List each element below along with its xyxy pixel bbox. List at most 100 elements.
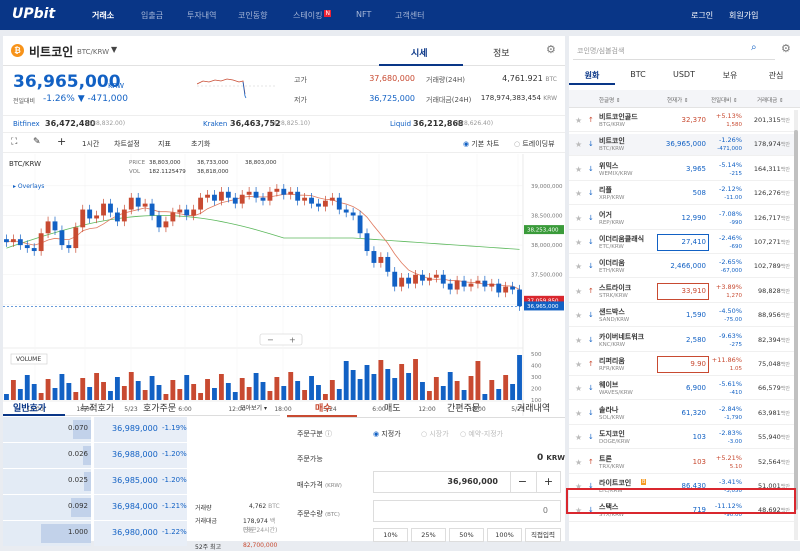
- indicator-button[interactable]: 지표: [158, 140, 171, 148]
- pct-100-button[interactable]: 100%: [487, 528, 522, 542]
- gear-icon[interactable]: ⚙: [546, 43, 556, 56]
- gear-icon[interactable]: ⚙: [781, 42, 791, 55]
- tab-buy[interactable]: 매수: [315, 404, 332, 414]
- star-icon[interactable]: ★: [575, 335, 583, 345]
- star-icon[interactable]: ★: [575, 140, 583, 150]
- tab-quote-order[interactable]: 호가주문: [143, 404, 177, 414]
- star-icon[interactable]: ★: [575, 457, 583, 467]
- signup-link[interactable]: 회원가입: [729, 11, 759, 20]
- star-icon[interactable]: ★: [575, 408, 583, 418]
- col-price[interactable]: 현재가 ⇕: [667, 98, 689, 104]
- tab-krw[interactable]: 원화: [584, 71, 600, 80]
- exchange-liquid[interactable]: Liquid: [390, 120, 412, 128]
- nav-staking[interactable]: 스테이킹 N: [293, 10, 331, 20]
- coin-row[interactable]: ★ ↑ 트론 TRX/KRW 103 +5.21% 5.10 52,564백만: [569, 452, 794, 474]
- coin-row[interactable]: ★ ↓ 카이버네트워크 KNC/KRW 2,580 -9.63% -275 82,394백만: [569, 330, 794, 352]
- star-icon[interactable]: ★: [575, 311, 583, 321]
- star-icon[interactable]: ★: [575, 164, 583, 174]
- coin-row[interactable]: ★ ↓ 이더리움클래식 ETC/KRW 27,410 -2.46% -690 107,271백…: [569, 232, 794, 254]
- tab-info[interactable]: 정보: [493, 49, 510, 59]
- limit-radio[interactable]: ◉ 지정가: [373, 430, 401, 438]
- star-icon[interactable]: ★: [575, 262, 583, 272]
- pct-10-button[interactable]: 10%: [373, 528, 408, 542]
- nav-investments[interactable]: 투자내역: [187, 11, 217, 20]
- star-icon[interactable]: ★: [575, 286, 583, 296]
- tab-normal-quote[interactable]: 일반호가: [13, 404, 47, 414]
- exchange-kraken[interactable]: Kraken: [203, 120, 228, 128]
- buy-price-input[interactable]: 36,960,000 − +: [373, 471, 561, 493]
- zoom-control[interactable]: [259, 333, 303, 346]
- tab-simple-order[interactable]: 간편주문: [447, 404, 481, 414]
- custom-input-button[interactable]: 직접입력: [525, 528, 561, 542]
- tab-holdings[interactable]: 보유: [722, 71, 738, 80]
- interval-select[interactable]: 1시간: [82, 140, 100, 148]
- orderbook-row[interactable]: 0.070 36,989,000 -1.19%: [3, 417, 280, 442]
- star-icon[interactable]: ★: [575, 238, 583, 247]
- coin-row[interactable]: ★ ↓ 위믹스 WEMIX/KRW 3,965 -5.14% -215 164,311백만: [569, 159, 794, 181]
- chevron-down-icon[interactable]: ▼: [111, 45, 118, 54]
- fullscreen-icon[interactable]: ⛶: [11, 137, 18, 147]
- overlays-toggle[interactable]: ▸ Overlays: [13, 183, 44, 190]
- tab-sell[interactable]: 매도: [384, 404, 401, 414]
- star-icon[interactable]: ★: [575, 213, 583, 223]
- coin-row[interactable]: ★ ↓ 라이트코인 B LTC/KRW 86,430 -3.41% -3,050 51,001…: [569, 476, 794, 498]
- star-icon[interactable]: ★: [575, 189, 583, 199]
- coin-row[interactable]: ★ ↑ 스트라이크 STRK/KRW 33,910 +3.89% 1,270 98,828백만: [569, 281, 794, 303]
- nav-coin-trends[interactable]: 코인동향: [238, 11, 268, 20]
- tab-history[interactable]: 거래내역: [517, 404, 551, 414]
- col-name[interactable]: 한글명 ⇕: [599, 98, 621, 104]
- market-radio[interactable]: ○ 시장가: [421, 430, 449, 438]
- orderbook-row[interactable]: 0.025 36,985,000 -1.20%: [3, 469, 280, 494]
- nav-nft[interactable]: NFT: [356, 10, 372, 19]
- nav-support[interactable]: 고객센터: [395, 11, 425, 20]
- tradingview-radio[interactable]: ○ 트레이딩뷰: [514, 140, 555, 148]
- search-icon[interactable]: ⌕: [751, 42, 757, 53]
- col-change[interactable]: 전일대비 ⇕: [711, 98, 738, 104]
- orderbook-row[interactable]: 0.092 36,984,000 -1.21%: [3, 495, 280, 520]
- nav-deposit[interactable]: 입출금: [141, 11, 164, 20]
- coin-row[interactable]: ★ ↓ 어거 REP/KRW 12,990 -7.08% -990 126,717백만: [569, 208, 794, 230]
- tab-price[interactable]: 시세: [411, 49, 428, 59]
- scrollbar-thumb[interactable]: [794, 130, 798, 510]
- price-chart[interactable]: 39,000,000 38,500,000 38,000,000 37,500,000…: [3, 154, 565, 416]
- quantity-input[interactable]: 0: [373, 500, 561, 522]
- reserve-radio[interactable]: ○ 예약-지정가: [460, 430, 504, 438]
- scrollbar[interactable]: [794, 110, 798, 540]
- exchange-bitfinex[interactable]: Bitfinex: [13, 120, 40, 128]
- pct-50-button[interactable]: 50%: [449, 528, 484, 542]
- zoom-in-icon[interactable]: +: [289, 336, 296, 345]
- crosshair-icon[interactable]: +: [57, 135, 67, 148]
- star-icon[interactable]: ★: [575, 360, 583, 369]
- zoom-out-icon[interactable]: −: [267, 336, 274, 345]
- view-select[interactable]: 모아보기 ▾: [240, 405, 267, 412]
- star-icon[interactable]: ★: [575, 116, 583, 125]
- tab-btc[interactable]: BTC: [630, 70, 646, 79]
- coin-row[interactable]: ★ ↓ 리플 XRP/KRW 508 -2.12% -11.00 126,276백만: [569, 183, 794, 206]
- coin-row[interactable]: ★ ↓ 도지코인 DOGE/KRW 103 -2.83% -3.00 55,940백만: [569, 427, 794, 450]
- tab-cumulative-quote[interactable]: 누적호가: [81, 404, 115, 414]
- search-input[interactable]: 코인명/심볼검색: [573, 40, 775, 60]
- login-link[interactable]: 로그인: [691, 11, 714, 20]
- tab-favorites[interactable]: 관심: [768, 71, 784, 80]
- coin-row[interactable]: ★ ↓ 스택스 STX/KRW 719 -11.12% -90.00 48,692백만: [569, 500, 794, 523]
- orderbook-row[interactable]: 0.026 36,988,000 -1.20%: [3, 443, 280, 468]
- star-icon[interactable]: ★: [575, 506, 583, 516]
- upbit-logo[interactable]: UPbit: [12, 6, 56, 22]
- nav-exchange[interactable]: 거래소: [92, 11, 115, 20]
- coin-row[interactable]: ★ ↓ 샌드박스 SAND/KRW 1,590 -4.50% -75.00 88,956백만: [569, 305, 794, 328]
- decrease-icon[interactable]: −: [510, 472, 534, 492]
- pencil-icon[interactable]: ✎: [33, 137, 41, 147]
- star-icon[interactable]: ★: [575, 482, 583, 491]
- coin-row[interactable]: ★ ↓ 비트코인 BTC/KRW 36,965,000 -1.26% -471,000 178…: [569, 134, 794, 157]
- reset-button[interactable]: 초기화: [191, 140, 211, 148]
- star-icon[interactable]: ★: [575, 384, 583, 394]
- coin-row[interactable]: ★ ↓ 웨이브 WAVES/KRW 6,900 -5.61% -410 66,579백만: [569, 378, 794, 401]
- tab-usdt[interactable]: USDT: [673, 70, 695, 79]
- coin-row[interactable]: ★ ↑ 비트코인골드 BTG/KRW 32,370 +5.13% 1,580 201,315백…: [569, 110, 794, 132]
- coin-row[interactable]: ★ ↓ 솔라나 SOL/KRW 61,320 -2.84% -1,790 63,981백만: [569, 403, 794, 425]
- col-volume[interactable]: 거래대금 ⇕: [757, 98, 784, 104]
- pct-25-button[interactable]: 25%: [411, 528, 446, 542]
- increase-icon[interactable]: +: [536, 472, 560, 492]
- coin-row[interactable]: ★ ↑ 리퍼리움 RFR/KRW 9.90 +11.86% 1.05 75,048백만: [569, 354, 794, 376]
- star-icon[interactable]: ★: [575, 433, 583, 443]
